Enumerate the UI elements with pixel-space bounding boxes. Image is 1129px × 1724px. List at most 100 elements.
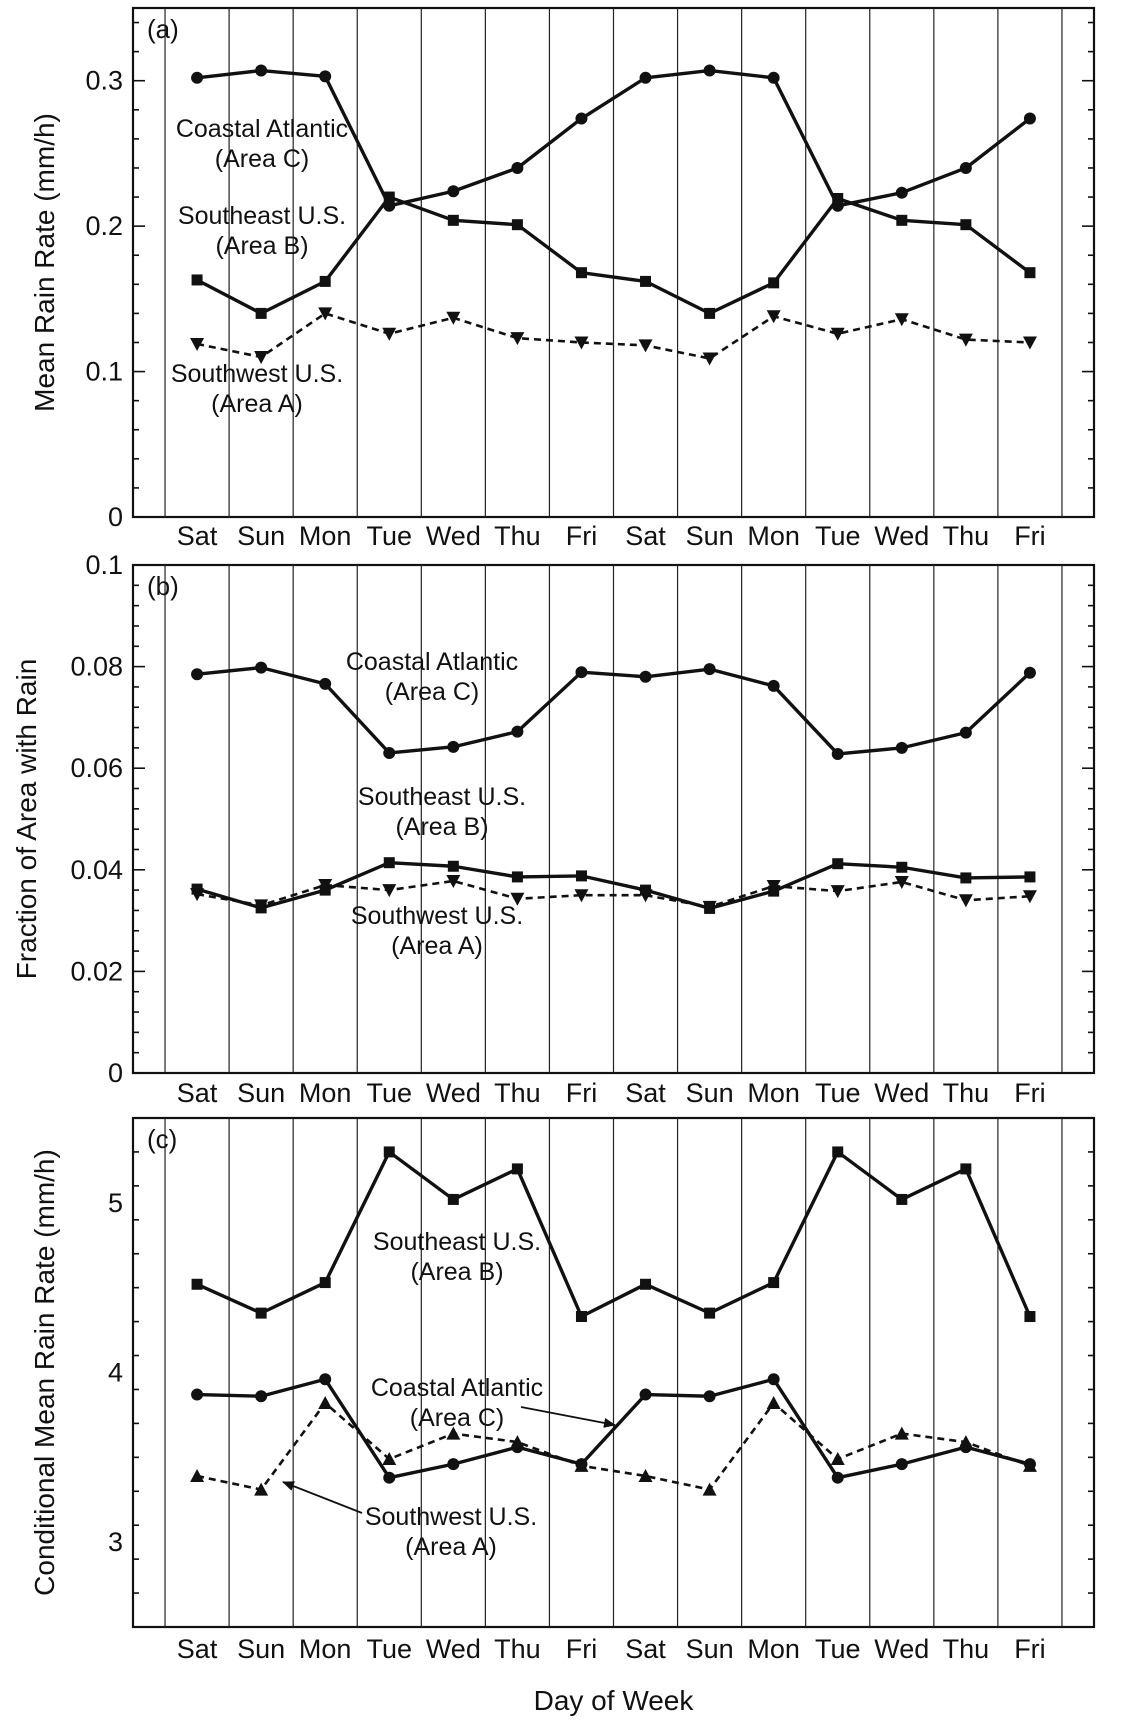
- series-label-area: (Area A): [211, 390, 303, 418]
- data-point: [894, 1426, 909, 1440]
- data-point: [382, 884, 397, 898]
- data-point: [830, 885, 845, 899]
- y-tick-label: 0.08: [70, 652, 123, 682]
- x-tick-label: Thu: [943, 1078, 990, 1108]
- series-label: Coastal Atlantic: [346, 648, 518, 676]
- annotation-arrow: [282, 1481, 363, 1514]
- x-tick-label: Tue: [815, 1078, 861, 1108]
- panel-a: 0 0.1 0.2 0.3 Sat Sun Mon Tue Wed Thu Fri Sat Sun Mon…: [29, 6, 1096, 551]
- data-point: [896, 214, 908, 226]
- panel-tag: (c): [147, 1124, 177, 1154]
- series-line: [197, 1377, 1031, 1480]
- data-point: [318, 307, 333, 321]
- series-label: Coastal Atlantic: [176, 115, 348, 143]
- data-point: [639, 670, 652, 683]
- x-tick-label: Tue: [367, 1634, 413, 1664]
- data-point: [319, 275, 331, 287]
- series-label: Southeast U.S.: [178, 202, 346, 230]
- series-line: [196, 1150, 1032, 1319]
- data-point: [638, 339, 653, 353]
- data-point: [447, 185, 460, 198]
- x-tick-label: Sat: [177, 1634, 218, 1664]
- series-southwest-u-s-: [190, 307, 1037, 366]
- data-point: [894, 313, 909, 327]
- data-point: [959, 726, 972, 739]
- y-tick-label: 0.2: [85, 211, 123, 241]
- series-southeast-u-s-: [191, 191, 1036, 319]
- series-label-area: (Area C): [215, 145, 309, 173]
- series-label-area: (Area C): [410, 1404, 504, 1432]
- x-tick-label: Tue: [815, 521, 861, 551]
- data-point: [959, 161, 972, 174]
- data-point: [574, 889, 589, 903]
- data-point: [703, 1390, 716, 1403]
- data-point: [191, 668, 204, 681]
- x-tick-label: Sun: [237, 1078, 285, 1108]
- data-point: [832, 858, 844, 870]
- series-label: Coastal Atlantic: [371, 1374, 543, 1402]
- data-point: [831, 747, 844, 760]
- data-point: [704, 1307, 716, 1319]
- data-point: [1023, 112, 1036, 125]
- data-point: [254, 351, 269, 365]
- x-tick-label: Sun: [237, 1634, 285, 1664]
- data-point: [191, 71, 204, 84]
- data-point: [254, 899, 269, 913]
- series-label: Southwest U.S.: [351, 902, 523, 930]
- x-tick-label: Mon: [299, 1078, 352, 1108]
- data-point: [510, 1435, 525, 1449]
- x-tick-label: Wed: [426, 521, 481, 551]
- series-line: [196, 860, 1030, 911]
- data-point: [319, 70, 332, 83]
- data-point: [190, 888, 205, 902]
- data-point: [767, 1373, 780, 1386]
- data-point: [255, 661, 268, 674]
- data-point: [255, 64, 268, 77]
- x-tick-label: Fri: [566, 1634, 597, 1664]
- data-point: [319, 677, 332, 690]
- data-point: [832, 1146, 844, 1158]
- data-point: [575, 267, 587, 279]
- x-tick-label: Mon: [747, 1634, 800, 1664]
- data-point: [766, 1396, 781, 1410]
- data-point: [702, 352, 717, 366]
- x-tick-label: Sat: [177, 521, 218, 551]
- data-point: [382, 1452, 397, 1466]
- data-point: [640, 275, 652, 287]
- data-point: [1022, 336, 1037, 350]
- x-tick-label: Wed: [874, 521, 929, 551]
- data-point: [575, 870, 587, 882]
- data-point: [447, 740, 460, 753]
- data-point: [960, 219, 972, 231]
- data-point: [446, 874, 461, 888]
- y-tick-label: 0: [108, 502, 123, 532]
- data-point: [703, 64, 716, 77]
- x-tick-label: Fri: [566, 1078, 597, 1108]
- x-tick-label: Sun: [686, 1634, 734, 1664]
- series-line: [196, 312, 1030, 360]
- annotation-arrow: [520, 1406, 616, 1428]
- data-point: [383, 1471, 396, 1484]
- data-point: [832, 193, 844, 205]
- series-line: [196, 879, 1031, 909]
- x-tick-label: Mon: [747, 521, 800, 551]
- series-line: [196, 665, 1032, 756]
- panel-tag: (a): [147, 14, 179, 44]
- x-tick-label: Wed: [426, 1634, 481, 1664]
- data-point: [510, 892, 525, 906]
- data-point: [896, 1193, 908, 1205]
- data-point: [638, 889, 653, 903]
- x-tick-label: Sun: [237, 521, 285, 551]
- x-tick-label: Wed: [426, 1078, 481, 1108]
- series-label: Southeast U.S.: [358, 783, 526, 811]
- series-southwest-u-s-: [190, 874, 1037, 914]
- data-point: [255, 1307, 267, 1319]
- data-point: [766, 310, 781, 324]
- data-point: [511, 871, 523, 883]
- data-point: [190, 337, 205, 351]
- y-tick-label: 3: [108, 1527, 123, 1557]
- data-point: [1024, 267, 1036, 279]
- y-axis-label: Mean Rain Rate (mm/h): [29, 113, 60, 412]
- series-label-area: (Area B): [410, 1258, 503, 1286]
- data-point: [895, 741, 908, 754]
